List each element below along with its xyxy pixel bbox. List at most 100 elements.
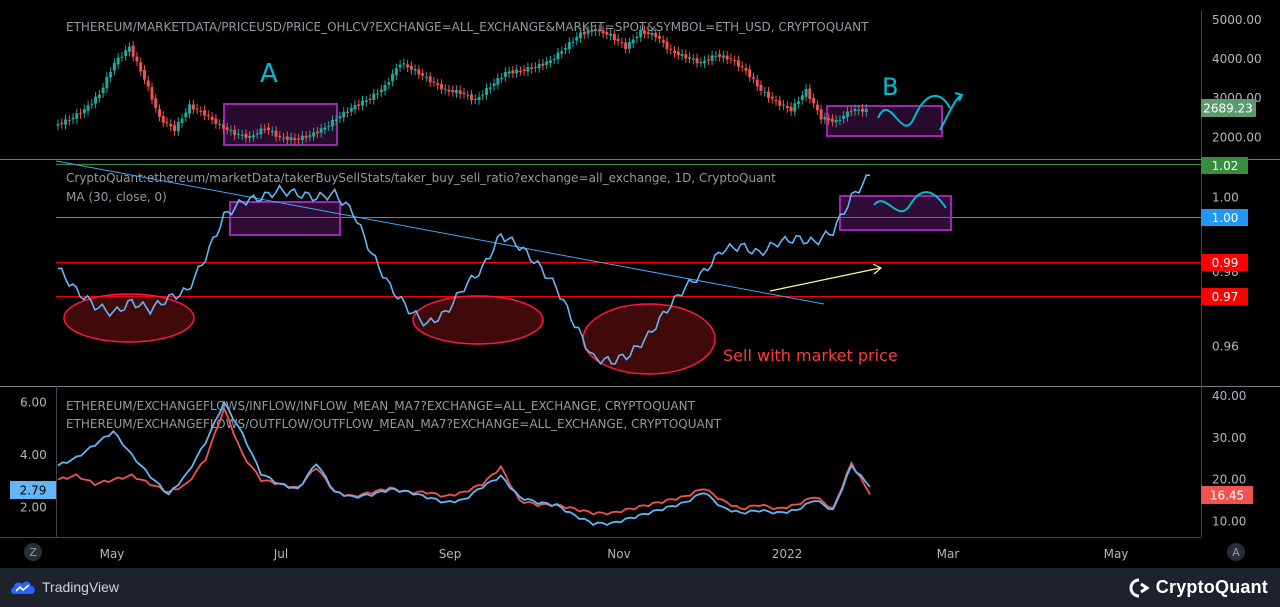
flows-left-axis[interactable]: 6.00 4.00 2.00	[20, 396, 47, 515]
outflow-line	[57, 405, 871, 516]
zoom-button-label: Z	[29, 546, 37, 559]
candle-body	[631, 39, 635, 44]
tradingview-logo[interactable]: TradingView	[10, 579, 119, 595]
candle-body	[116, 57, 120, 65]
drawn-arrow	[939, 94, 963, 131]
candle-body	[511, 70, 515, 74]
candle-body	[146, 80, 150, 87]
cryptoquant-logo[interactable]: CryptoQuant	[1128, 577, 1268, 598]
sell-ellipse-2	[412, 295, 544, 345]
price-tick-label: 4000.00	[1212, 52, 1262, 66]
candle-body	[661, 40, 665, 43]
footer-bar: TradingView CryptoQuant	[0, 568, 1280, 607]
candle-body	[545, 61, 549, 65]
candle-body	[718, 54, 722, 57]
tradingview-cloud-icon	[10, 579, 36, 595]
candle-body	[782, 104, 786, 106]
outflow-tick-label: 30.00	[1212, 431, 1246, 445]
candle-body	[109, 72, 113, 78]
candle-body	[278, 135, 282, 137]
candle-body	[485, 88, 489, 96]
candle-body	[82, 109, 86, 114]
candle-body	[361, 100, 364, 106]
candle-body	[819, 109, 823, 120]
candle-body	[740, 66, 744, 68]
candle-body	[763, 91, 767, 93]
zone-box-top	[229, 201, 341, 236]
candle-body	[744, 67, 748, 71]
candle-body	[496, 78, 500, 85]
candle-body	[793, 103, 797, 112]
zone-box-right	[839, 195, 952, 231]
time-tick-label: Jul	[273, 547, 288, 561]
ratio-panel-title: CryptoQuant:ethereum/marketData/takerBuy…	[66, 171, 776, 185]
candle-body	[541, 63, 545, 66]
candle-body	[300, 135, 304, 141]
candle-body	[353, 105, 357, 110]
candle-body	[398, 64, 402, 68]
ratio-tick-label: 0.96	[1212, 340, 1239, 354]
candle-body	[349, 107, 353, 112]
candle-body	[522, 69, 526, 71]
candle-body	[533, 66, 537, 68]
candle-body	[169, 123, 173, 127]
candle-body	[451, 90, 455, 93]
candle-body	[79, 113, 83, 115]
candle-body	[778, 100, 782, 106]
time-tick-label: Nov	[607, 547, 630, 561]
candle-body	[864, 108, 868, 112]
candle-body	[120, 56, 124, 58]
candle-body	[804, 88, 808, 97]
candle-body	[394, 68, 398, 76]
ratio-panel[interactable]: CryptoQuant:ethereum/marketData/takerBuy…	[55, 157, 1248, 375]
drawn-wave	[877, 94, 951, 127]
sell-ellipse-1	[63, 293, 195, 343]
candle-body	[424, 76, 428, 78]
zoom-button[interactable]: Z	[24, 543, 42, 561]
candle-body	[575, 36, 579, 41]
candle-body	[815, 104, 819, 111]
candle-body	[240, 134, 244, 136]
candle-body	[105, 76, 109, 89]
candle-body	[458, 90, 462, 94]
candle-body	[748, 69, 752, 78]
candle-body	[289, 137, 293, 141]
candle-body	[830, 118, 834, 122]
candle-body	[334, 119, 338, 121]
cryptoquant-icon	[1129, 578, 1150, 597]
candle-body	[158, 109, 161, 117]
candle-body	[86, 105, 90, 111]
candle-body	[812, 98, 816, 104]
candle-body	[548, 60, 552, 63]
flows-panel[interactable]: ETHEREUM/EXCHANGEFLOWS/INFLOW/INFLOW_MEA…	[10, 389, 1253, 528]
candle-body	[703, 60, 707, 64]
candle-body	[590, 30, 594, 32]
candle-body	[488, 87, 492, 89]
candle-body	[466, 95, 470, 97]
price-panel[interactable]: ETHEREUM/MARKETDATA/PRICEUSD/PRICE_OHLCV…	[56, 13, 1262, 146]
level-label-100: 1.00	[1212, 211, 1239, 225]
flows-right-axis[interactable]: 40.00 30.00 20.00 10.00	[1212, 389, 1246, 528]
auto-scale-button[interactable]: A	[1227, 543, 1245, 561]
time-axis[interactable]: May Jul Sep Nov 2022 Mar May	[100, 547, 1129, 561]
candle-body	[560, 51, 564, 54]
candle-body	[530, 67, 534, 70]
candle-body	[552, 59, 556, 61]
candle-body	[214, 118, 218, 124]
candle-body	[518, 70, 522, 72]
candle-body	[500, 77, 504, 79]
candle-body	[627, 41, 631, 49]
candle-body	[639, 29, 643, 38]
candle-body	[725, 55, 729, 60]
trend-line	[55, 160, 825, 305]
candle-body	[845, 111, 849, 118]
candle-body	[236, 133, 240, 135]
candle-body	[255, 133, 259, 135]
price-panel-title: ETHEREUM/MARKETDATA/PRICEUSD/PRICE_OHLCV…	[66, 20, 869, 34]
current-price-tag: 2689.23	[1201, 99, 1256, 117]
annotation-a: A	[260, 59, 278, 89]
candle-body	[191, 104, 195, 110]
candle-body	[323, 127, 327, 130]
